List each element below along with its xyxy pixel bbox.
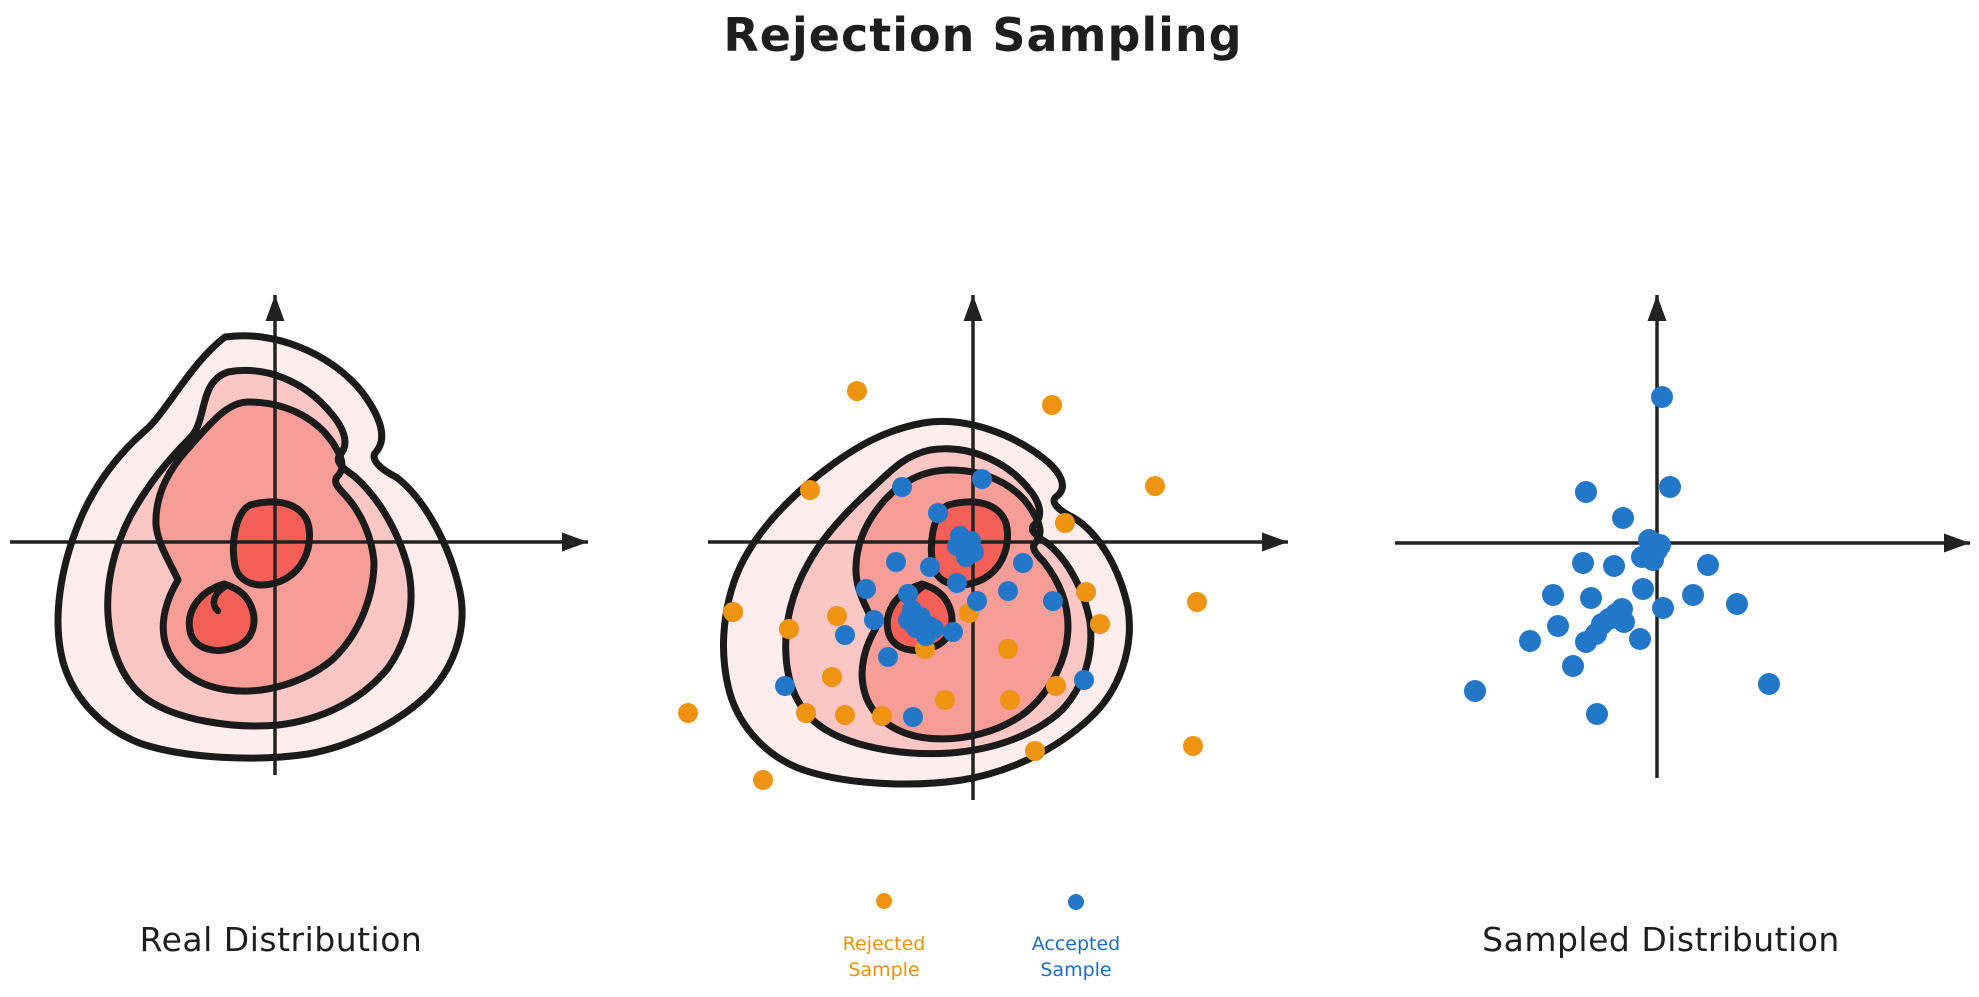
rejected-sample-dot [935, 690, 955, 710]
accepted-sample-dot [1603, 555, 1625, 577]
rejected-sample-dot [1042, 395, 1062, 415]
accepted-sample-dot [1632, 578, 1654, 600]
accepted-sample-dot [1464, 680, 1486, 702]
accepted-sample-dot [947, 573, 967, 593]
accepted-sample-dot [886, 552, 906, 572]
legend-rejected-sample-label: Rejected Sample [842, 933, 926, 981]
rejected-sample-dot [872, 706, 892, 726]
accepted-sample-dot [1629, 628, 1651, 650]
rejected-sample-dot [1076, 582, 1096, 602]
accepted-sample-dot [864, 610, 884, 630]
sampled-distribution-panel [1395, 295, 1970, 778]
accepted-sample-legend-marker [1068, 894, 1084, 910]
accepted-sample-dot [1649, 534, 1671, 556]
accepted-sample-dot [1519, 630, 1541, 652]
rejected-sample-dot [723, 602, 743, 622]
axis-arrowhead-icon [1647, 295, 1667, 321]
accepted-sample-dot [1612, 507, 1634, 529]
accepted-sample-dot [972, 469, 992, 489]
contour-line-level-4 [883, 580, 956, 654]
contour-line-level-4 [229, 498, 314, 589]
accepted-sample-dot [1575, 631, 1597, 653]
axis-arrowhead-icon [963, 295, 983, 321]
accepted-sample-dot [1586, 703, 1608, 725]
rejected-sample-dot [1046, 676, 1066, 696]
rejected-sample-dot [800, 480, 820, 500]
rejected-sample-legend-marker [876, 893, 892, 909]
contour-line-level-4 [185, 580, 258, 654]
accepted-sample-dot [1580, 587, 1602, 609]
accepted-sample-dot [898, 610, 918, 630]
rejected-sample-dot [835, 705, 855, 725]
contour-line-level-1 [54, 332, 466, 762]
accepted-sample-dot [967, 591, 987, 611]
accepted-sample-dot [898, 584, 918, 604]
rejected-sample-dot [779, 619, 799, 639]
rejected-sample-dot [753, 770, 773, 790]
accepted-sample-dot [892, 477, 912, 497]
accepted-sample-dot [1547, 615, 1569, 637]
rejected-sample-dot [822, 667, 842, 687]
accepted-sample-dot [1074, 670, 1094, 690]
accepted-sample-dot [1652, 597, 1674, 619]
rejected-sample-dot [1090, 614, 1110, 634]
accepted-sample-dot [1682, 584, 1704, 606]
legend-accepted-sample-label: Accepted Sample [1031, 933, 1121, 981]
accepted-sample-dot [1013, 553, 1033, 573]
rejected-sample-dot [1055, 513, 1075, 533]
rejected-sample-dot [847, 381, 867, 401]
accepted-sample-dot [775, 676, 795, 696]
rejected-sample-dot [1000, 690, 1020, 710]
contour-line-level-4 [927, 498, 1012, 589]
caption-sampled-distribution: Sampled Distribution [1482, 920, 1840, 959]
accepted-sample-dot [1575, 481, 1597, 503]
real-distribution-panel [10, 295, 588, 775]
accepted-sample-dot [1043, 591, 1063, 611]
contour-line-level-1 [720, 418, 1133, 788]
caption-real-distribution: Real Distribution [139, 920, 423, 959]
accepted-sample-dot [1659, 476, 1681, 498]
accepted-sample-dot [878, 647, 898, 667]
accepted-sample-dot [856, 579, 876, 599]
accepted-sample-dot [1758, 673, 1780, 695]
contour-fill-level-4 [189, 584, 254, 651]
accepted-sample-dot [1697, 554, 1719, 576]
rejected-sample-dot [796, 703, 816, 723]
accepted-sample-dot [1726, 593, 1748, 615]
accepted-sample-dot [835, 625, 855, 645]
accepted-sample-dot [924, 619, 944, 639]
rejected-sample-dot [998, 639, 1018, 659]
contour-line-level-2 [782, 445, 1095, 758]
accepted-sample-dot [947, 536, 967, 556]
accepted-sample-dot [1562, 655, 1584, 677]
axis-arrowhead-icon [1262, 532, 1288, 552]
rejected-sample-dot [1025, 741, 1045, 761]
accepted-sample-dot [1572, 552, 1594, 574]
rejected-sample-dot [678, 703, 698, 723]
accepted-sample-dot [943, 622, 963, 642]
rejected-sample-dot [1187, 592, 1207, 612]
accepted-sample-dot [920, 557, 940, 577]
rejected-sample-dot [1183, 736, 1203, 756]
contour-fill-level-3 [855, 470, 1068, 739]
accepted-sample-dot [903, 707, 923, 727]
rejected-sample-dot [827, 606, 847, 626]
page-title: Rejection Sampling [723, 8, 1243, 62]
axis-arrowhead-icon [1944, 533, 1970, 553]
contour-line-level-3 [852, 466, 1072, 743]
accepted-sample-dot [1542, 584, 1564, 606]
contour-hook-line [210, 582, 230, 615]
rejected-sample-dot [1145, 476, 1165, 496]
accepted-sample-dot [998, 581, 1018, 601]
accepted-sample-dot [1651, 386, 1673, 408]
rejection-sampling-panel [678, 295, 1288, 800]
legend [876, 893, 1084, 910]
accepted-sample-dot [1613, 611, 1635, 633]
axis-arrowhead-icon [562, 532, 588, 552]
contour-line-level-3 [152, 398, 378, 695]
axis-arrowhead-icon [265, 295, 285, 321]
accepted-sample-dot [928, 503, 948, 523]
